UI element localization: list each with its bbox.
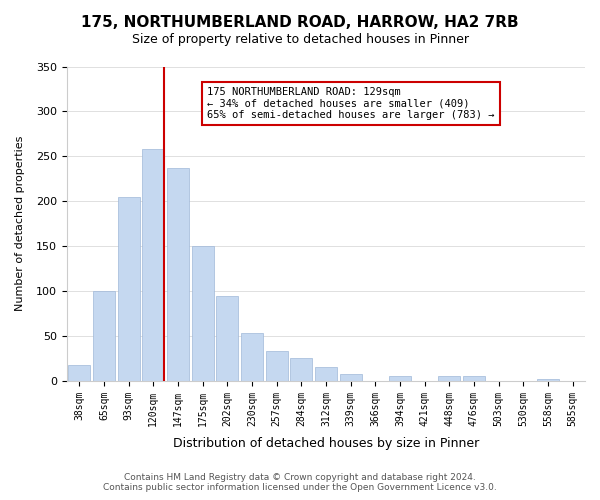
- Bar: [93, 291, 115, 381]
- Bar: [315, 368, 337, 381]
- Bar: [340, 374, 362, 381]
- Bar: [537, 379, 559, 381]
- Bar: [68, 364, 91, 381]
- Bar: [216, 296, 238, 381]
- Bar: [266, 352, 288, 381]
- Bar: [142, 149, 164, 381]
- Text: Size of property relative to detached houses in Pinner: Size of property relative to detached ho…: [131, 32, 469, 46]
- Bar: [389, 376, 411, 381]
- Bar: [167, 168, 189, 381]
- Bar: [118, 197, 140, 381]
- Text: Contains HM Land Registry data © Crown copyright and database right 2024.
Contai: Contains HM Land Registry data © Crown c…: [103, 473, 497, 492]
- Text: 175 NORTHUMBERLAND ROAD: 129sqm
← 34% of detached houses are smaller (409)
65% o: 175 NORTHUMBERLAND ROAD: 129sqm ← 34% of…: [207, 87, 494, 120]
- Text: 175, NORTHUMBERLAND ROAD, HARROW, HA2 7RB: 175, NORTHUMBERLAND ROAD, HARROW, HA2 7R…: [81, 15, 519, 30]
- Bar: [438, 376, 460, 381]
- Y-axis label: Number of detached properties: Number of detached properties: [15, 136, 25, 312]
- X-axis label: Distribution of detached houses by size in Pinner: Distribution of detached houses by size …: [173, 437, 479, 450]
- Bar: [463, 376, 485, 381]
- Bar: [290, 358, 313, 381]
- Bar: [241, 334, 263, 381]
- Bar: [191, 246, 214, 381]
